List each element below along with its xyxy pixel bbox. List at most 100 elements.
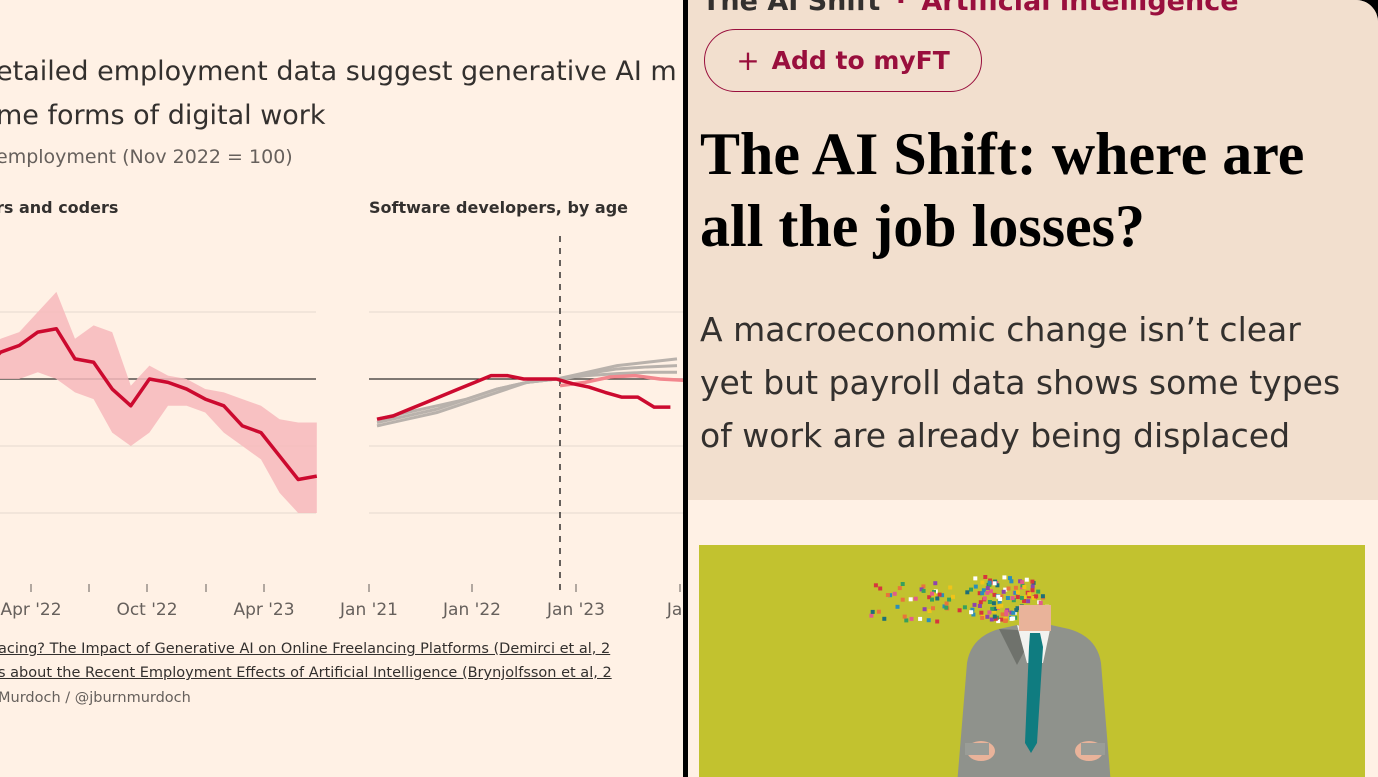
pixel bbox=[998, 597, 1003, 601]
pixel bbox=[999, 594, 1004, 599]
pixel bbox=[1002, 575, 1007, 580]
x-tick-label: Apr '23 bbox=[233, 600, 294, 620]
pixel bbox=[1001, 589, 1006, 594]
pixel bbox=[1004, 612, 1009, 617]
pixel bbox=[944, 605, 949, 610]
source-link-1[interactable]: acing? The Impact of Generative AI on On… bbox=[0, 641, 611, 657]
pixel bbox=[870, 609, 875, 614]
pixel bbox=[1015, 590, 1020, 595]
pixel bbox=[900, 597, 905, 602]
pixel bbox=[977, 591, 982, 596]
x-tick-label: Jan bbox=[666, 600, 683, 620]
pixel bbox=[999, 603, 1004, 608]
pixel bbox=[921, 588, 926, 593]
pixel bbox=[991, 601, 996, 606]
right-cuff bbox=[1081, 743, 1105, 755]
pixel bbox=[965, 590, 970, 595]
pixel bbox=[1026, 594, 1031, 599]
series-link[interactable]: The AI Shift bbox=[702, 0, 881, 17]
pixel bbox=[885, 593, 890, 597]
x-tick-label: Jan '22 bbox=[442, 600, 501, 620]
pixel bbox=[1003, 587, 1008, 592]
source-link-2[interactable]: s about the Recent Employment Effects of… bbox=[0, 665, 612, 681]
pixel bbox=[951, 594, 955, 599]
pixel bbox=[1031, 595, 1036, 600]
left-plot bbox=[0, 291, 318, 513]
pixelated-head-businessman-illustration bbox=[869, 575, 1111, 777]
pixel bbox=[1003, 619, 1008, 623]
add-to-myft-button[interactable]: + Add to myFT bbox=[704, 29, 982, 92]
pixel bbox=[987, 610, 992, 615]
pixel bbox=[1004, 609, 1009, 614]
pixel bbox=[1027, 592, 1032, 597]
pixel bbox=[992, 609, 997, 614]
right-plot bbox=[376, 236, 683, 590]
x-tick-label: Jan '23 bbox=[546, 600, 605, 620]
pixel bbox=[1019, 595, 1024, 600]
tie bbox=[1025, 633, 1043, 753]
plus-icon: + bbox=[736, 44, 760, 77]
pixel bbox=[992, 614, 997, 619]
hero-image bbox=[699, 545, 1365, 777]
topic-link[interactable]: Artificial intelligence bbox=[921, 0, 1239, 17]
pixel bbox=[900, 582, 905, 586]
chart-panel: etailed employment data suggest generati… bbox=[0, 0, 683, 777]
pixel bbox=[973, 576, 978, 581]
left-cuff bbox=[965, 743, 989, 755]
pixel bbox=[979, 610, 984, 615]
pixel bbox=[1030, 584, 1035, 589]
pixel bbox=[996, 594, 1001, 599]
right-chart-panel-title: Software developers, by age bbox=[369, 198, 628, 217]
older-developer-line bbox=[376, 370, 677, 421]
standfirst-line3: of work are already being displaced bbox=[700, 416, 1291, 455]
pixel bbox=[882, 616, 887, 621]
chart-credit: Murdoch / @jburnmurdoch bbox=[0, 690, 191, 706]
pixel bbox=[999, 617, 1004, 622]
pixel bbox=[988, 578, 993, 583]
chart-title: etailed employment data suggest generati… bbox=[0, 50, 683, 138]
pixel bbox=[876, 609, 881, 614]
pixel bbox=[913, 596, 918, 601]
pixel bbox=[971, 612, 976, 617]
neck bbox=[1019, 605, 1051, 631]
pixel bbox=[892, 591, 897, 596]
pixel bbox=[948, 585, 953, 590]
chart-title-line2: me forms of digital work bbox=[0, 100, 326, 131]
add-to-myft-label: Add to myFT bbox=[771, 46, 950, 75]
x-tick-label: Jan '21 bbox=[339, 600, 398, 620]
pixel bbox=[1011, 610, 1016, 615]
pixel bbox=[1022, 585, 1027, 589]
pixel bbox=[897, 586, 902, 591]
pixel bbox=[933, 581, 938, 586]
pixel bbox=[992, 581, 997, 586]
panel-divider bbox=[683, 0, 688, 777]
pixel bbox=[935, 596, 940, 601]
x-tick-label: Oct '22 bbox=[116, 600, 177, 620]
pixel bbox=[969, 610, 974, 615]
pixel bbox=[995, 583, 1000, 588]
pixel bbox=[993, 606, 998, 611]
headline-line2: all the job losses? bbox=[700, 193, 1146, 259]
pixel bbox=[1014, 608, 1019, 613]
pixel bbox=[908, 597, 913, 602]
pixel bbox=[1010, 596, 1015, 601]
pixel bbox=[1038, 600, 1043, 605]
pixel bbox=[1040, 594, 1045, 599]
pixel bbox=[980, 591, 985, 596]
pixel bbox=[930, 591, 935, 596]
pixel bbox=[972, 602, 977, 607]
pixel bbox=[962, 605, 967, 610]
pixel bbox=[969, 587, 973, 592]
pixel bbox=[931, 606, 935, 611]
pixel bbox=[895, 604, 900, 609]
pixel bbox=[940, 593, 945, 598]
pixel bbox=[1024, 577, 1029, 582]
pixel bbox=[878, 586, 883, 591]
pixel bbox=[902, 614, 907, 619]
pixel bbox=[926, 618, 931, 623]
pixel bbox=[1018, 579, 1023, 584]
pixel bbox=[927, 609, 932, 613]
pixel bbox=[996, 604, 1001, 609]
pixel bbox=[990, 606, 995, 611]
pixel bbox=[982, 596, 987, 601]
